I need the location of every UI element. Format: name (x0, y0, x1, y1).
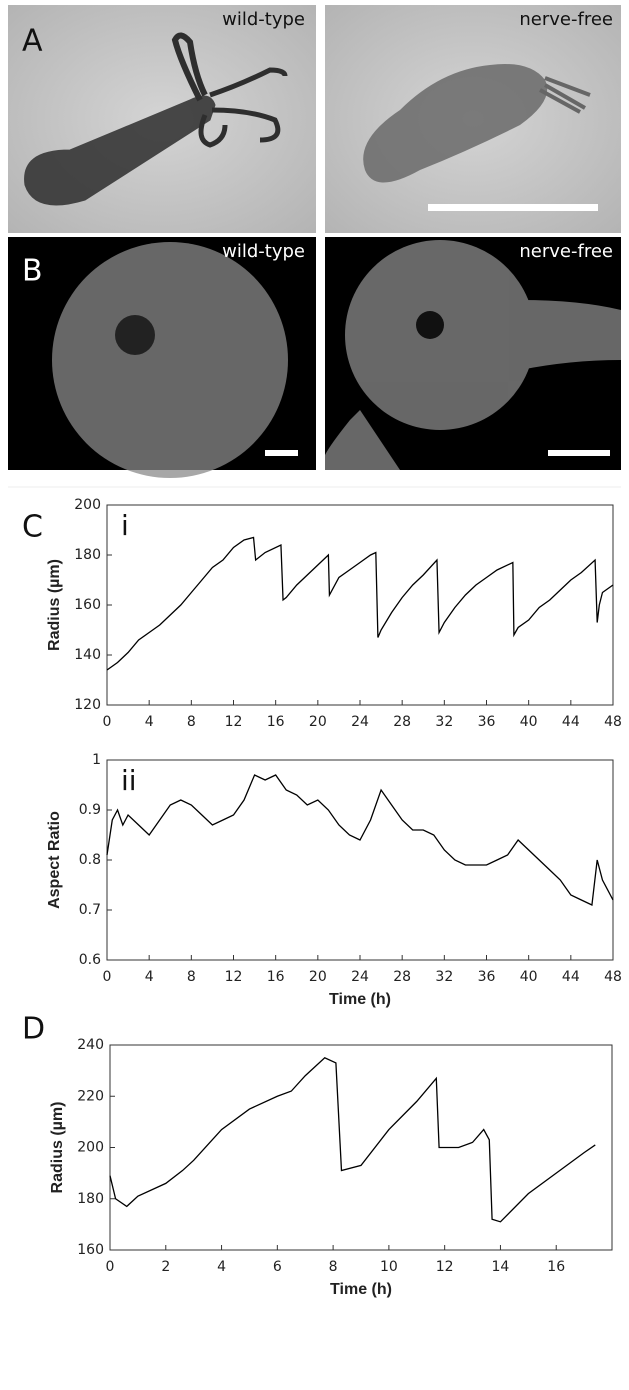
y-tick-label: 0.7 (79, 902, 101, 918)
x-tick-label: 8 (187, 969, 196, 985)
x-tick-label: 12 (225, 714, 243, 730)
y-axis-label: Radius (µm) (49, 1102, 66, 1194)
x-tick-label: 8 (187, 714, 196, 730)
photo-caption: wild-type (222, 241, 305, 262)
x-tick-label: 36 (478, 714, 496, 730)
x-tick-label: 32 (435, 969, 453, 985)
photo-caption: nerve-free (519, 241, 613, 262)
y-tick-label: 160 (77, 1242, 104, 1258)
scale-bar (265, 450, 298, 456)
x-tick-label: 4 (145, 969, 154, 985)
x-tick-label: 40 (520, 969, 538, 985)
data-line (106, 536, 614, 671)
data-line (109, 1057, 596, 1223)
panel-annotation: i (121, 509, 129, 542)
y-axis-label: Radius (µm) (46, 559, 63, 651)
x-tick-label: 48 (604, 714, 622, 730)
y-tick-label: 0.9 (79, 802, 101, 818)
x-tick-label: 14 (492, 1259, 510, 1275)
x-axis-label: Time (h) (329, 991, 391, 1008)
y-tick-label: 0.6 (79, 952, 101, 968)
plot-frame (109, 1044, 613, 1251)
y-tick-label: 180 (77, 1191, 104, 1207)
hydra-wild-type (24, 32, 288, 206)
panel-label: C (22, 510, 43, 545)
tissue (52, 242, 288, 478)
x-tick-label: 6 (273, 1259, 282, 1275)
y-tick-label: 1 (92, 752, 101, 768)
x-tick-label: 10 (380, 1259, 398, 1275)
x-tick-label: 28 (393, 714, 411, 730)
x-tick-label: 16 (547, 1259, 565, 1275)
x-tick-label: 24 (351, 714, 369, 730)
panel-label: B (22, 254, 43, 289)
y-axis-label: Aspect Ratio (46, 811, 63, 909)
x-tick-label: 28 (393, 969, 411, 985)
x-tick-label: 24 (351, 969, 369, 985)
x-tick-label: 44 (562, 714, 580, 730)
x-tick-label: 40 (520, 714, 538, 730)
data-line (106, 774, 614, 906)
y-tick-label: 200 (77, 1140, 104, 1156)
plot-frame (106, 759, 614, 961)
y-tick-label: 0.8 (79, 852, 101, 868)
x-tick-label: 8 (329, 1259, 338, 1275)
x-tick-label: 20 (309, 969, 327, 985)
panel-label: D (22, 1012, 45, 1047)
x-tick-label: 0 (103, 969, 112, 985)
x-tick-label: 44 (562, 969, 580, 985)
y-tick-label: 140 (74, 647, 101, 663)
tissue-hole (115, 315, 155, 355)
x-tick-label: 4 (217, 1259, 226, 1275)
x-tick-label: 16 (267, 969, 285, 985)
y-tick-label: 180 (74, 547, 101, 563)
x-tick-label: 12 (225, 969, 243, 985)
x-tick-label: 4 (145, 714, 154, 730)
x-tick-label: 0 (106, 1259, 115, 1275)
x-tick-label: 48 (604, 969, 622, 985)
panel-label: A (22, 24, 43, 59)
y-tick-label: 120 (74, 697, 101, 713)
x-tick-label: 36 (478, 969, 496, 985)
x-tick-label: 2 (161, 1259, 170, 1275)
hydra-nerve-free (363, 64, 591, 183)
photo-caption: wild-type (222, 9, 305, 30)
x-tick-label: 16 (267, 714, 285, 730)
x-tick-label: 0 (103, 714, 112, 730)
y-tick-label: 240 (77, 1037, 104, 1053)
panel-annotation: ii (121, 764, 137, 797)
scale-bar (428, 204, 598, 211)
y-tick-label: 200 (74, 497, 101, 513)
x-tick-label: 12 (436, 1259, 454, 1275)
y-tick-label: 160 (74, 597, 101, 613)
tissue-hole (416, 311, 444, 339)
tissue (325, 240, 621, 470)
x-tick-label: 20 (309, 714, 327, 730)
scale-bar (548, 450, 610, 456)
photo-caption: nerve-free (519, 9, 613, 30)
x-tick-label: 32 (435, 714, 453, 730)
x-axis-label: Time (h) (330, 1281, 392, 1298)
plot-frame (106, 504, 614, 706)
y-tick-label: 220 (77, 1088, 104, 1104)
